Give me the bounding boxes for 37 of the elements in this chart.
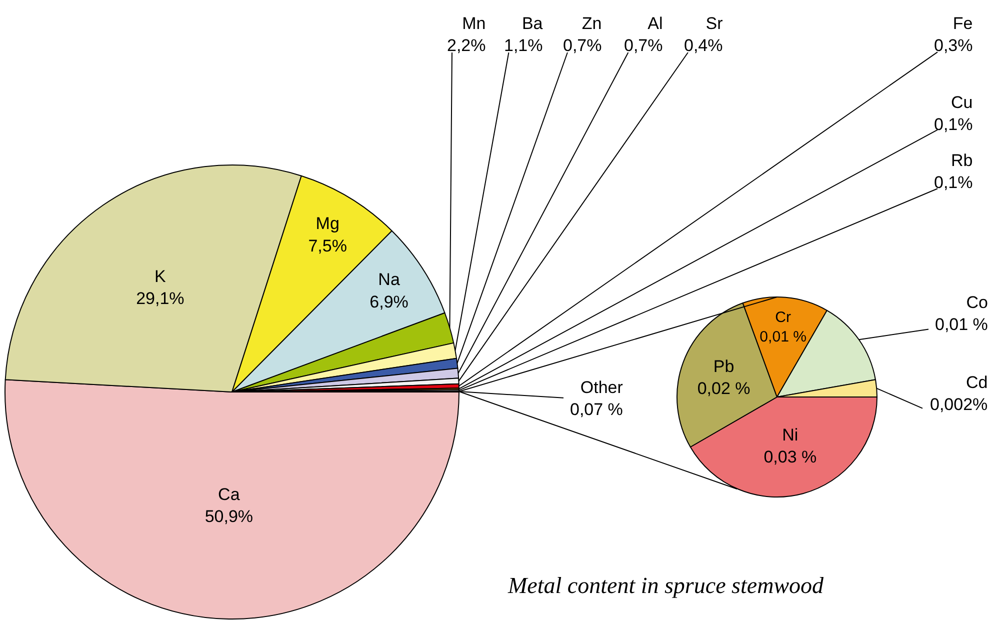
slice-label: Ba bbox=[522, 14, 544, 33]
data-label: 0,1% bbox=[934, 115, 973, 134]
data-label: 29,1% bbox=[136, 289, 184, 308]
slice-label: Mg bbox=[316, 214, 340, 234]
slice-label: Co bbox=[966, 293, 988, 312]
data-label: 0,07 % bbox=[570, 400, 623, 420]
data-label: 2,2% bbox=[447, 36, 486, 56]
data-label: 0,7% bbox=[624, 36, 663, 56]
slice-label: Ca bbox=[218, 484, 240, 504]
slice-label: Ni bbox=[782, 426, 798, 445]
data-label: 6,9% bbox=[370, 292, 408, 312]
slice-label: Zn bbox=[582, 14, 602, 33]
slice-label: Cd bbox=[966, 373, 988, 392]
data-label: 50,9% bbox=[204, 507, 254, 526]
slice-label: Al bbox=[648, 14, 663, 33]
slice-label: Na bbox=[378, 270, 400, 290]
slice-label: K bbox=[154, 267, 166, 286]
data-label: 0,002% bbox=[930, 395, 988, 414]
slice-label: Cu bbox=[951, 93, 973, 112]
slice-label: Fe bbox=[952, 14, 973, 33]
data-label: 1,1% bbox=[504, 36, 543, 56]
slice-label: Pb bbox=[713, 357, 734, 376]
data-label: 0,3% bbox=[934, 36, 973, 56]
slice-label: Mn bbox=[462, 14, 486, 33]
data-label: 7,5% bbox=[308, 236, 347, 256]
slice-label: Cr bbox=[775, 309, 792, 326]
data-label: 0,02 % bbox=[697, 379, 750, 398]
slice-label: Other bbox=[580, 378, 624, 397]
data-label: 0,1% bbox=[934, 173, 973, 192]
slice-label: Sr bbox=[706, 14, 724, 33]
data-label: 0,4% bbox=[684, 36, 723, 56]
data-label: 0,01 % bbox=[760, 328, 807, 346]
slice-label: Rb bbox=[951, 151, 973, 170]
data-label: 0,03 % bbox=[764, 448, 817, 467]
data-label: 0,7% bbox=[563, 36, 602, 56]
text: Metal content in spruce stemwood bbox=[507, 573, 824, 598]
data-label: 0,01 % bbox=[935, 315, 988, 334]
